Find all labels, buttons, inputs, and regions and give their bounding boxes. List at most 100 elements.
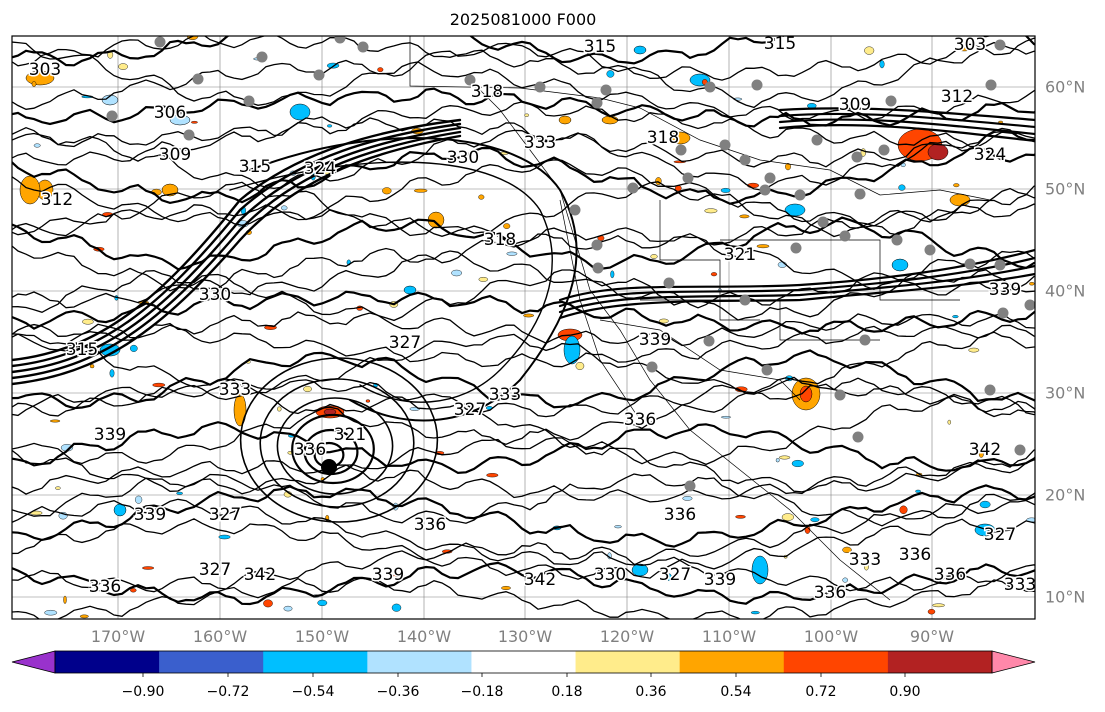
colorbar-segment (55, 651, 160, 673)
shaded-region (1029, 282, 1035, 286)
longitude-label: 150°W (294, 627, 350, 646)
shaded-region (739, 214, 750, 219)
shaded-region (704, 208, 718, 214)
map-frame (11, 35, 1036, 620)
shaded-region (31, 81, 37, 87)
station-dot (997, 307, 1009, 319)
shaded-region (614, 525, 622, 529)
shaded-region (303, 386, 312, 393)
contour-label: 327 (659, 565, 691, 585)
contour-label: 336 (664, 505, 696, 525)
theta-contour (12, 216, 1035, 271)
shaded-region (501, 586, 511, 591)
colorbar-segment (887, 651, 993, 673)
shaded-region (949, 193, 971, 207)
shaded-region (785, 163, 791, 171)
station-dot (591, 239, 603, 251)
shaded-region (44, 610, 58, 616)
shaded-region (927, 609, 936, 615)
contour-label: 309 (839, 95, 871, 115)
theta-contour (12, 484, 1035, 548)
latitude-label: 30°N (1045, 383, 1086, 403)
theta-contour (12, 117, 1035, 168)
jet-contour (558, 248, 1035, 302)
colorbar-segment (783, 651, 889, 673)
theta-contour (12, 498, 1035, 566)
contour-label: 336 (294, 440, 326, 460)
jet-contour (778, 124, 1035, 143)
theta-contour (12, 349, 1035, 410)
station-dot (790, 242, 802, 254)
shaded-region (842, 546, 852, 554)
shaded-region (898, 184, 906, 191)
shaded-region (377, 67, 384, 73)
shaded-region (382, 187, 392, 195)
station-dot (357, 41, 369, 53)
station-dot (834, 389, 846, 401)
contour-label: 336 (814, 583, 846, 603)
shaded-region (810, 517, 820, 523)
theta-contour (12, 41, 1035, 109)
mexico-border (599, 319, 801, 401)
station-dot (719, 139, 731, 151)
shaded-region (152, 382, 166, 388)
shaded-region (633, 45, 647, 55)
latitude-label: 60°N (1045, 77, 1086, 97)
shaded-region (442, 549, 453, 554)
station-dot (859, 334, 871, 346)
jet-contour (12, 126, 462, 374)
shaded-region (89, 364, 95, 369)
theta-contour (12, 383, 1035, 445)
longitude-label: 130°W (497, 627, 553, 646)
shaded-region (778, 455, 791, 460)
jet-contour (12, 130, 462, 380)
contour-label: 318 (471, 82, 503, 102)
shaded-region (19, 175, 41, 205)
shaded-region (190, 121, 198, 124)
contour-label: 315 (584, 37, 616, 57)
theta-contour (12, 518, 1035, 580)
shaded-region (79, 614, 89, 619)
station-dot (334, 36, 346, 44)
shaded-region (283, 605, 293, 612)
station-dot (464, 74, 476, 86)
station-dot (839, 230, 851, 242)
station-dot (183, 129, 195, 141)
vortex-contour (259, 378, 415, 508)
theta-contour (12, 181, 1035, 238)
station-markers (106, 36, 1035, 492)
contour-label: 330 (594, 565, 626, 585)
shaded-region (891, 258, 909, 272)
jet-contour (558, 256, 1035, 308)
shaded-region (563, 335, 581, 365)
shaded-region (317, 599, 328, 607)
shaded-region (775, 458, 780, 463)
colorbar-segment (679, 651, 785, 673)
shaded-region (658, 318, 669, 324)
station-dot (759, 184, 771, 196)
contour-label: 303 (954, 35, 986, 55)
contour-label: 339 (989, 280, 1021, 300)
contour-label: 312 (941, 87, 973, 107)
shaded-region (327, 124, 333, 128)
colorbar-tick-label: −0.18 (460, 684, 504, 700)
shaded-region (899, 505, 908, 514)
shaded-region (947, 419, 951, 425)
trough-contour (229, 161, 553, 403)
contour-label: 309 (159, 145, 191, 165)
shaded-region (414, 188, 428, 193)
contour-label: 336 (89, 577, 121, 597)
station-dot (1014, 444, 1026, 456)
contour-label: 330 (447, 148, 479, 168)
theta-contour (12, 247, 1035, 309)
station-dot (764, 172, 776, 184)
colorbar-tick-label: −0.54 (291, 684, 335, 700)
theta-contours (12, 36, 1035, 619)
station-dot (704, 81, 716, 93)
contour-label: 318 (647, 128, 679, 148)
shaded-region (750, 610, 760, 615)
shaded-region (978, 450, 984, 458)
station-dot (106, 110, 118, 122)
jet-contour (12, 118, 462, 362)
